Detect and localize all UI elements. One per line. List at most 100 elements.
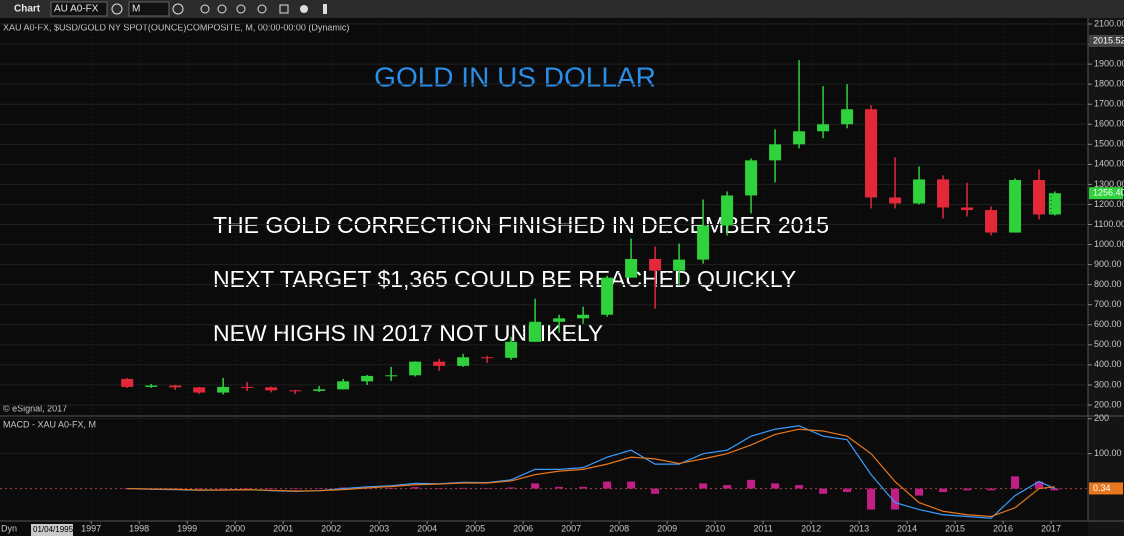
annotation: THE GOLD CORRECTION FINISHED IN DECEMBER…	[213, 212, 829, 238]
y-tick-label: 100.00	[1094, 448, 1122, 458]
y-tick-label: 400.00	[1094, 359, 1122, 369]
x-tick-label: 2017	[1041, 523, 1061, 533]
candle-body	[577, 314, 590, 319]
x-tick-label: 2007	[561, 523, 581, 533]
candle-body	[625, 259, 638, 278]
y-tick-label: 1200.00	[1094, 199, 1124, 209]
interval[interactable]: M	[132, 4, 140, 15]
candle-body	[265, 387, 278, 391]
price-label-box	[1089, 482, 1123, 495]
histogram-bar	[723, 485, 732, 489]
price-label: 0.34	[1093, 483, 1111, 493]
candle-body	[961, 207, 974, 211]
x-tick-label: 2006	[513, 523, 533, 533]
histogram-bar	[675, 488, 684, 490]
y-tick-label: 1000.00	[1094, 239, 1124, 249]
interval-box[interactable]	[128, 1, 170, 17]
x-tick-label: 2004	[417, 523, 437, 533]
y-tick-label: 1300.00	[1094, 179, 1124, 189]
date-label: 01/04/1995	[33, 525, 74, 534]
candle-body	[505, 341, 518, 358]
x-tick-label: 1997	[81, 523, 101, 533]
source: © eSignal, 2017	[3, 403, 67, 413]
x-tick-label: 2003	[369, 523, 389, 533]
histogram-bar	[291, 488, 300, 490]
y-tick-label: 200.00	[1094, 399, 1122, 409]
annotation: NEXT TARGET $1,365 COULD BE REACHED QUIC…	[213, 266, 796, 292]
candle-body	[121, 378, 134, 387]
histogram-bar	[843, 488, 852, 493]
icon[interactable]	[323, 4, 327, 14]
icon[interactable]	[279, 4, 289, 14]
histogram-bar	[579, 486, 588, 489]
candle-body	[889, 197, 902, 204]
y-tick-label: 2100.00	[1094, 18, 1124, 28]
symbol[interactable]: AU A0-FX	[54, 4, 99, 15]
x-tick-label: 2005	[465, 523, 485, 533]
histogram-bar	[795, 485, 804, 489]
candle-body	[793, 131, 806, 145]
y-tick-label: 1500.00	[1094, 139, 1124, 149]
histogram-bar	[507, 487, 516, 489]
y-tick-label: 200	[1094, 413, 1109, 423]
x-tick-label: 2016	[993, 523, 1013, 533]
x-tick-label: 2000	[225, 523, 245, 533]
y-tick-label: 300.00	[1094, 379, 1122, 389]
price-axis	[1088, 18, 1124, 536]
candle-body	[745, 160, 758, 196]
symbol-box[interactable]	[50, 1, 108, 17]
candle-body	[337, 381, 350, 390]
candle-body	[145, 385, 158, 387]
histogram-bar	[411, 487, 420, 489]
candle-body	[457, 357, 470, 366]
plot: 200.00 300.00 400.00 500.00 600.00 700.00 800.…	[0, 18, 1124, 533]
y-tick-label: 1700.00	[1094, 99, 1124, 109]
candle-body	[1048, 193, 1061, 215]
histogram-bar	[1050, 488, 1059, 491]
candle-body	[985, 210, 998, 233]
histogram-bar	[747, 479, 756, 489]
x-tick-label: 1999	[177, 523, 197, 533]
histogram-bar	[387, 487, 396, 489]
candle-body	[769, 144, 782, 161]
histogram-bar	[867, 488, 876, 510]
x-tick-label: 2013	[849, 523, 869, 533]
y-tick-label: 700.00	[1094, 299, 1122, 309]
price-label: 2015.52	[1093, 35, 1124, 45]
icon[interactable]	[111, 3, 123, 15]
histogram-bar	[219, 488, 228, 490]
candle-body	[193, 387, 206, 393]
annotation: NEW HIGHS IN 2017 NOT UNLIKELY	[213, 320, 603, 346]
histogram-bar	[627, 481, 636, 489]
x-tick-label: 2009	[657, 523, 677, 533]
x-tick-label: 2001	[273, 523, 293, 533]
candle-body	[673, 259, 686, 271]
y-tick-label: 1100.00	[1094, 219, 1124, 229]
histogram-bar	[435, 488, 444, 489]
histogram-bar	[1011, 476, 1020, 489]
histogram-bar	[603, 481, 612, 489]
candle-body	[649, 259, 662, 271]
signal-line	[127, 428, 1055, 518]
icon[interactable]	[172, 3, 184, 15]
x-tick-label: 2008	[609, 523, 629, 533]
candle-body	[841, 109, 854, 125]
histogram-bar	[963, 488, 972, 491]
y-tick-label: 600.00	[1094, 319, 1122, 329]
icon[interactable]	[200, 4, 210, 14]
candle-body	[313, 389, 326, 391]
candle-body	[409, 361, 422, 376]
histogram-bar	[555, 486, 564, 489]
icon[interactable]	[257, 4, 267, 14]
icon[interactable]	[236, 4, 246, 14]
histogram-bar	[483, 488, 492, 489]
toolbar-label: Chart	[14, 4, 41, 15]
icon[interactable]	[217, 4, 227, 14]
icon[interactable]	[300, 5, 308, 13]
x-tick-label: 1998	[129, 523, 149, 533]
histogram-bar	[315, 488, 324, 490]
chart-subtitle: XAU A0-FX, $USD/GOLD NY SPOT(OUNCE)COMPO…	[3, 22, 349, 32]
y-tick-label: 1900.00	[1094, 58, 1124, 68]
candle-body	[553, 318, 566, 322]
histogram-bar	[819, 488, 828, 494]
